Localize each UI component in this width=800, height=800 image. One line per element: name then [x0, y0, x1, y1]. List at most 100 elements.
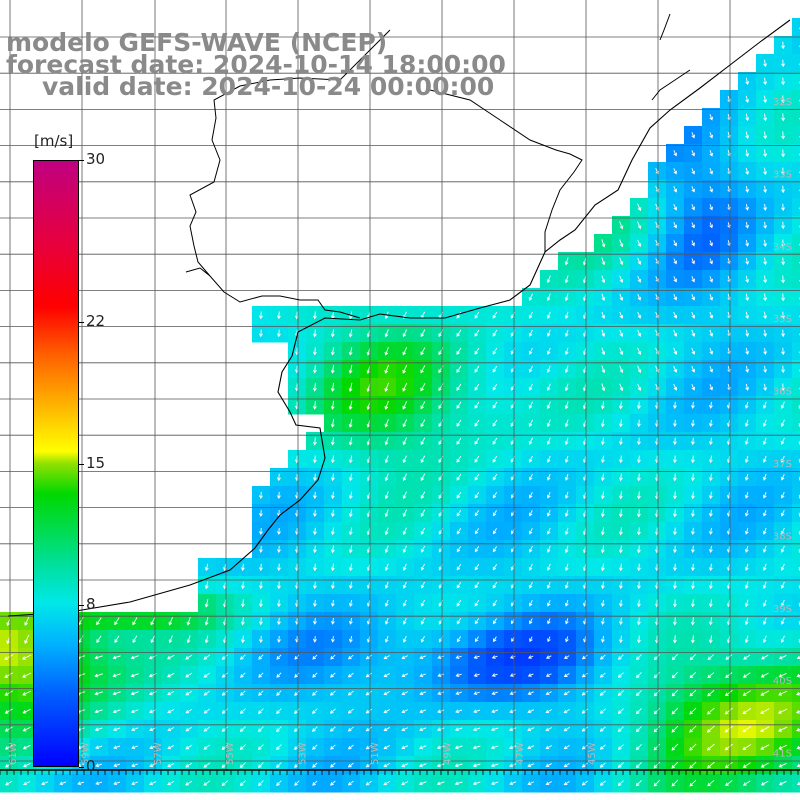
wind-arrow — [673, 329, 678, 337]
wind-arrow — [673, 203, 678, 211]
wind-arrow — [95, 781, 103, 786]
wind-arrow — [636, 455, 641, 464]
wind-arrow — [384, 545, 389, 554]
wind-arrow — [760, 708, 770, 714]
wind-arrow — [330, 382, 335, 392]
wind-arrow — [780, 599, 785, 607]
wind-arrow — [563, 780, 570, 786]
wind-arrow — [671, 761, 679, 769]
wind-arrow — [619, 311, 624, 319]
wind-arrow — [545, 727, 553, 732]
longitude-label: 49W — [442, 742, 453, 765]
wind-arrow — [780, 419, 785, 427]
wind-arrow — [546, 473, 551, 481]
colorbar-tick-label: 30 — [86, 150, 106, 168]
wind-arrow — [582, 365, 587, 374]
wind-arrow — [546, 329, 551, 337]
wind-speed-field — [0, 18, 800, 793]
wind-arrow — [203, 744, 211, 750]
wind-arrow — [708, 599, 713, 608]
wind-arrow — [492, 311, 498, 319]
wind-arrow — [240, 617, 245, 626]
wind-arrow — [221, 726, 228, 732]
wind-arrow — [745, 383, 750, 391]
wind-arrow — [636, 527, 641, 536]
wind-arrow — [707, 672, 715, 679]
wind-arrow — [528, 510, 533, 517]
wind-arrow — [491, 655, 498, 659]
wind-arrow — [22, 708, 31, 714]
wind-arrow — [637, 311, 642, 319]
wind-arrow — [689, 689, 697, 697]
wind-arrow — [330, 599, 335, 607]
wind-arrow — [221, 708, 228, 714]
wind-arrow — [204, 581, 209, 590]
wind-cell — [792, 306, 800, 325]
lat-lon-grid — [0, 0, 800, 775]
wind-arrow — [600, 599, 605, 607]
wind-arrow — [600, 635, 605, 643]
wind-arrow — [490, 745, 499, 750]
wind-arrow — [420, 599, 425, 607]
wind-arrow — [312, 744, 318, 750]
wind-arrow — [564, 599, 569, 607]
wind-arrow — [565, 618, 569, 625]
wind-arrow — [312, 762, 318, 768]
wind-arrow — [277, 599, 281, 608]
wind-arrow — [564, 473, 569, 481]
wind-arrow — [454, 781, 463, 786]
wind-arrow — [618, 509, 623, 518]
wind-arrow — [492, 347, 498, 355]
wind-arrow — [420, 473, 426, 482]
wind-arrow — [743, 654, 751, 660]
wind-cell — [792, 342, 800, 361]
wind-arrow — [708, 401, 713, 409]
wind-arrow — [348, 364, 353, 374]
wind-arrow — [365, 726, 372, 732]
wind-arrow — [618, 491, 623, 500]
wind-arrow — [709, 114, 714, 121]
wind-arrow — [546, 365, 551, 373]
wind-arrow — [564, 365, 569, 374]
wind-arrow — [420, 545, 425, 553]
wind-cell — [792, 288, 800, 307]
wind-cell — [792, 162, 800, 181]
wind-arrow — [420, 509, 426, 517]
title-forecast-date: forecast date: 2024-10-14 18:00:00 — [6, 50, 506, 79]
wind-arrow — [689, 761, 697, 769]
wind-arrow — [581, 690, 588, 696]
wind-arrow — [672, 455, 677, 464]
wind-arrow — [600, 563, 605, 572]
wind-arrow — [781, 113, 786, 122]
wind-arrow — [384, 364, 389, 374]
wind-arrow — [509, 745, 517, 750]
wind-arrow — [330, 437, 335, 446]
wind-arrow — [402, 563, 407, 571]
wind-arrow — [618, 401, 623, 410]
wind-arrow — [744, 635, 749, 644]
wind-arrow — [744, 599, 749, 608]
wind-arrow — [781, 167, 785, 176]
wind-arrow — [600, 509, 605, 518]
wind-arrow — [618, 545, 623, 554]
wind-arrow — [745, 293, 750, 302]
wind-arrow — [742, 708, 752, 715]
wind-arrow — [780, 527, 785, 535]
wind-arrow — [527, 691, 534, 695]
wind-arrow — [259, 491, 263, 500]
wind-arrow — [528, 293, 533, 301]
wind-arrow — [724, 690, 733, 697]
wind-cell — [792, 252, 800, 271]
wind-arrow — [204, 563, 209, 572]
wind-arrow — [383, 763, 391, 768]
wind-arrow — [707, 689, 715, 697]
wind-arrow — [780, 563, 785, 571]
wind-arrow — [564, 563, 569, 572]
wind-arrow — [456, 437, 462, 445]
wind-arrow — [672, 599, 677, 608]
wind-arrow — [619, 383, 624, 392]
wind-arrow — [384, 527, 389, 536]
wind-arrow — [221, 744, 229, 750]
wind-arrow — [365, 654, 372, 660]
wind-arrow — [527, 763, 535, 768]
